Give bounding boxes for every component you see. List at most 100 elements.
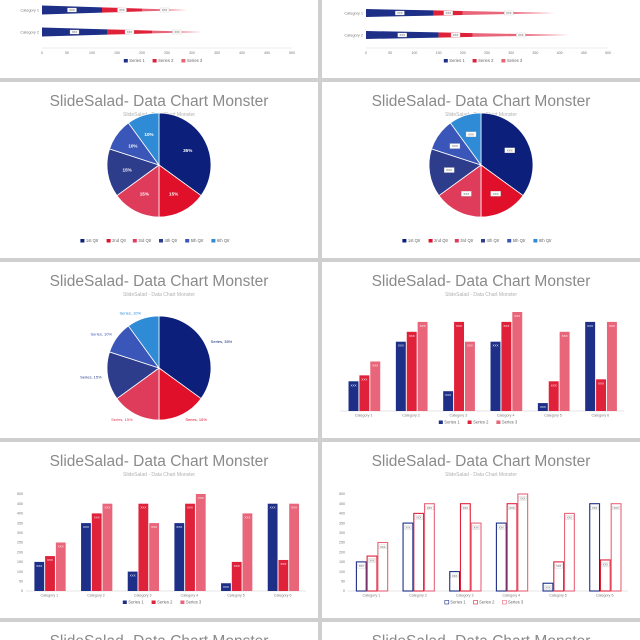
bar	[606, 321, 617, 411]
slice-label: XXX	[446, 168, 452, 172]
y-tick-label: 400	[17, 512, 23, 516]
slide-2[interactable]: 0 50 100 150 200 250 300 350 400 450 500 Category 1…	[322, 0, 640, 78]
data-label-box	[395, 10, 405, 16]
data-label: XXX	[609, 324, 615, 328]
y-tick-label: 450	[17, 502, 23, 506]
x-tick-label: 0	[365, 51, 367, 55]
x-tick-label: 350	[214, 51, 220, 55]
slice-label: 10%	[128, 144, 137, 149]
data-label: XXX	[567, 516, 572, 520]
slide-10[interactable]: SlideSalad- Data Chart Monster	[322, 622, 640, 640]
bar	[501, 321, 512, 411]
data-label: XXX	[509, 506, 514, 510]
slide-subtitle: SlideSalad - Data Chart Monster	[123, 292, 195, 298]
bar	[449, 571, 461, 592]
slide-6[interactable]: SlideSalad- Data Chart Monster SlideSala…	[322, 262, 640, 438]
legend-entry: 5th Qtr	[191, 238, 204, 243]
slide-5[interactable]: SlideSalad- Data Chart Monster SlideSala…	[0, 262, 318, 438]
y-tick-label: 200	[339, 550, 345, 554]
pie-slice	[158, 164, 202, 218]
slice-label: Series, 15%	[185, 417, 207, 422]
legend-swatch	[181, 59, 186, 63]
data-label-box	[516, 32, 526, 38]
data-label: XXX	[473, 525, 478, 529]
bar	[443, 391, 454, 411]
slice-label: 35%	[183, 148, 192, 153]
x-tick-label: 300	[189, 51, 195, 55]
pie-slice	[127, 112, 160, 167]
data-label: XXX	[598, 381, 604, 385]
legend-entry: Series 2	[473, 420, 489, 425]
x-category-label: Category 4	[181, 594, 199, 598]
x-category-label: Category 2	[409, 594, 427, 598]
data-label: XXX	[409, 334, 415, 338]
data-label-box	[368, 558, 376, 563]
data-label: XXX	[198, 496, 204, 500]
slide-7[interactable]: SlideSalad- Data Chart Monster SlideSala…	[0, 442, 318, 618]
bar	[91, 513, 102, 591]
slide-3[interactable]: SlideSalad- Data Chart Monster SlideSala…	[0, 82, 318, 258]
pie-slice	[428, 148, 482, 197]
legend-swatch	[80, 239, 85, 243]
y-tick-label: 500	[17, 492, 23, 496]
data-label-box	[450, 573, 459, 578]
data-label-box	[504, 10, 514, 16]
bar	[348, 381, 359, 411]
x-category-label: Category 5	[549, 594, 567, 598]
x-category-label: Category 6	[274, 594, 292, 598]
slide-9[interactable]: SlideSalad- Data Chart Monster	[0, 622, 318, 640]
data-label: XXX	[405, 525, 410, 529]
slide-title: SlideSalad- Data Chart Monster	[0, 633, 318, 640]
data-label-box	[504, 147, 515, 154]
data-label-box	[465, 131, 477, 137]
x-tick-label: 100	[89, 51, 95, 55]
x-category-label: Category 2	[87, 594, 105, 598]
pie-chart-3: Series, 35% Series, 15% Series, 15% Series,…	[80, 310, 233, 422]
x-category-label: Category 2	[402, 414, 420, 418]
y-tick-label: 100	[339, 570, 345, 574]
slide-8[interactable]: SlideSalad- Data Chart Monster SlideSala…	[322, 442, 640, 618]
data-label: XXX	[520, 496, 525, 500]
x-tick-label: 400	[239, 51, 245, 55]
legend-entry: Series 3	[508, 600, 524, 605]
data-label: XXX	[174, 30, 180, 34]
data-label: XXX	[162, 8, 168, 12]
bar	[599, 559, 611, 592]
legend-swatch	[496, 420, 501, 424]
data-label: XXX	[399, 33, 405, 37]
data-label: XXX	[223, 585, 229, 589]
slice-label: Series, 15%	[111, 417, 133, 422]
data-label: XXX	[467, 344, 473, 348]
data-label-box	[69, 29, 80, 35]
x-category-label: Category 1	[355, 414, 373, 418]
data-label: XXX	[420, 324, 426, 328]
legend-entry: 3rd Qtr	[138, 238, 152, 243]
data-label-box	[404, 525, 412, 530]
x-category-label: Category 1	[363, 594, 381, 598]
legend-entry: Series 1	[129, 58, 145, 63]
bar	[395, 341, 406, 411]
legend-entry: Series 3	[502, 420, 518, 425]
x-tick-label: 150	[436, 51, 442, 55]
bar	[102, 503, 113, 591]
slice-label: Series, 10%	[90, 331, 112, 336]
data-label-box	[544, 585, 552, 590]
bar-chart-2: 0 50 100 150 200 250 300 350 400 450 500 XXX XXX XXX C…	[17, 492, 306, 605]
bar	[138, 503, 149, 591]
y-tick-label: 250	[17, 541, 23, 545]
data-label: XXX	[613, 506, 618, 510]
legend-swatch	[467, 420, 472, 424]
data-label-box	[397, 32, 407, 38]
legend-entry: 2nd Qtr	[434, 238, 449, 243]
legend-swatch	[501, 59, 506, 63]
legend-swatch	[211, 239, 216, 243]
slide-1[interactable]: 0 50 100 150 200 250 300 350 400 450 500 Category 1…	[0, 0, 318, 78]
data-label-box	[565, 515, 574, 520]
slide-4[interactable]: SlideSalad- Data Chart Monster SlideSala…	[322, 82, 640, 258]
y-category-label: Category 1	[20, 8, 39, 12]
bar	[55, 542, 66, 591]
x-category-label: Category 4	[503, 594, 521, 598]
slide-subtitle: SlideSalad - Data Chart Monster	[445, 292, 517, 298]
bar	[517, 493, 529, 592]
legend-swatch	[428, 239, 433, 243]
